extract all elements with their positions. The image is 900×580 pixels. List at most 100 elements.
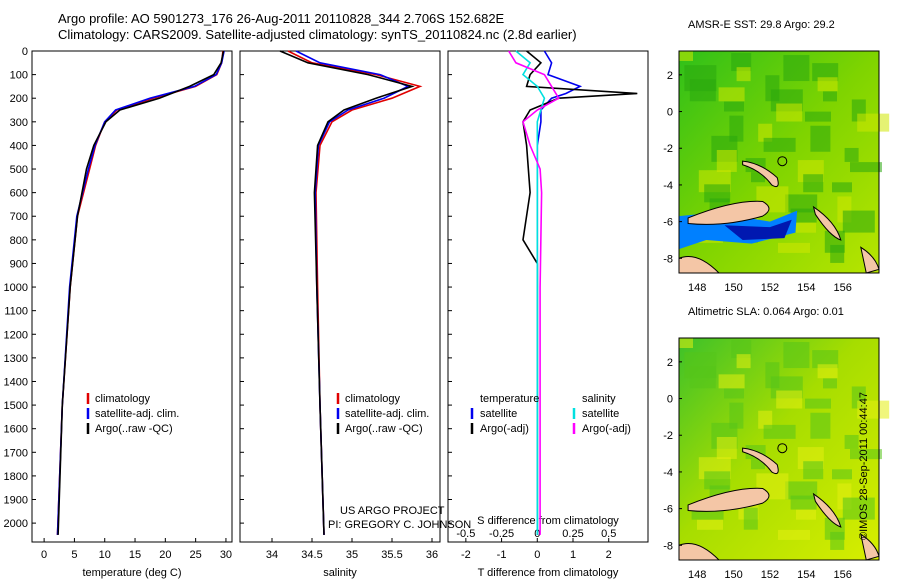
map-x-tick-label: 152 (761, 282, 779, 294)
map-patch (850, 449, 882, 460)
series-line-temperature-1 (56, 50, 225, 535)
map-patch (830, 244, 845, 263)
map-patch (842, 210, 875, 233)
y-tick-label: 400 (10, 140, 28, 152)
map-x-tick-label: 156 (833, 282, 851, 294)
x-axis-label-salinity: salinity (323, 567, 357, 579)
x-tick-label-temperature: 5 (71, 549, 77, 561)
map-patch (704, 184, 731, 203)
x-tick-label-temperature: 10 (99, 549, 111, 561)
map-patch (736, 67, 751, 82)
map-y-tick-label: -4 (663, 467, 673, 479)
map-y-tick-label: 2 (667, 70, 673, 82)
map-patch (716, 436, 737, 459)
map-patch (796, 222, 816, 233)
map-patch (857, 400, 890, 419)
map-y-tick-label: -6 (663, 217, 673, 229)
map-x-tick-label: 152 (761, 569, 779, 580)
legend-label-temperature: satellite-adj. clim. (95, 408, 179, 420)
x-tick-label-temperature: 25 (190, 549, 202, 561)
map-patch (697, 519, 723, 530)
map-patch (724, 101, 744, 112)
land-bougainville (812, 492, 842, 528)
legend-label-salinity: climatology (345, 393, 401, 405)
x-tick-label-difference: -1 (497, 549, 507, 561)
x-tick-label-temperature: 15 (129, 549, 141, 561)
map-patch (830, 531, 845, 550)
panel-frame-difference (447, 50, 649, 543)
y-tick-label: 1800 (4, 471, 28, 483)
map-patch (783, 342, 810, 369)
timestamp-stamp: ©IMOS 28-Sep-2011 00:44:47 (858, 392, 870, 540)
x2-tick-label-difference: -0.25 (489, 528, 514, 540)
map-patch (778, 529, 810, 540)
map-y-tick-label: -2 (663, 430, 673, 442)
map-x-tick-label: 156 (833, 569, 851, 580)
series-line-salinity-1 (295, 50, 410, 535)
map-patch (751, 459, 765, 470)
map-patch (844, 434, 859, 449)
map-patch (776, 390, 803, 409)
panel-frame-temperature (31, 50, 233, 543)
map-patch (790, 208, 817, 223)
map-patch (679, 51, 693, 61)
y-tick-label: 1300 (4, 353, 28, 365)
y-tick-label: 1000 (4, 282, 28, 294)
map-frame (678, 50, 880, 274)
float-marker (777, 156, 788, 167)
x-tick-label-salinity: 36 (426, 549, 438, 561)
series-line-difference-3 (508, 50, 560, 535)
map-patch (716, 149, 737, 172)
x-tick-label-salinity: 35.5 (381, 549, 402, 561)
series-line-temperature-2 (57, 50, 225, 535)
map-y-tick-label: -4 (663, 180, 673, 192)
legend-label-difference-left: temperature (480, 393, 539, 405)
map-sla_map (678, 337, 890, 561)
map-patch (718, 87, 745, 102)
map-y-tick-label: -8 (663, 253, 673, 265)
map-patch (763, 137, 796, 152)
map-y-tick-label: 0 (667, 107, 673, 119)
legend-label-temperature: Argo(..raw -QC) (95, 423, 173, 435)
map-x-tick-label: 150 (724, 282, 742, 294)
map-patch (857, 113, 890, 132)
x-tick-label-salinity: 35 (346, 549, 358, 561)
x-tick-label-salinity: 34.5 (301, 549, 322, 561)
map-patch (679, 338, 693, 348)
map-patch (736, 354, 751, 369)
map-patch (758, 123, 773, 142)
map-sst_map (678, 50, 890, 274)
x-tick-label-temperature: 0 (41, 549, 47, 561)
map-patch (810, 412, 831, 439)
map-patch (704, 471, 731, 490)
map-patch (823, 378, 837, 389)
map-patch (803, 174, 824, 193)
map-patch (729, 402, 744, 429)
map-patch (823, 91, 837, 102)
series-line-salinity-2 (279, 50, 415, 535)
map-patch (783, 55, 810, 82)
map-patch (842, 497, 875, 520)
map-y-tick-label: 2 (667, 357, 673, 369)
x-tick-label-difference: 2 (606, 549, 612, 561)
map-patch (817, 364, 838, 379)
map-patch (810, 125, 831, 152)
map-patch (763, 424, 796, 439)
y-tick-label: 0 (22, 46, 28, 58)
y-tick-label: 1500 (4, 400, 28, 412)
map-x-tick-label: 148 (688, 569, 706, 580)
map-frame (678, 337, 880, 561)
legend-label-difference-right: Argo(-adj) (582, 423, 631, 435)
cold-core-patch (724, 219, 792, 240)
map-patch (805, 111, 831, 122)
map-x-tick-label: 148 (688, 282, 706, 294)
map-patch (832, 469, 852, 480)
y-tick-label: 800 (10, 235, 28, 247)
legend-label-difference-left: Argo(-adj) (480, 423, 529, 435)
panel-frame-salinity (239, 50, 441, 543)
y-tick-label: 100 (10, 70, 28, 82)
credit-pi: PI: GREGORY C. JOHNSON (328, 519, 472, 531)
x-axis-label-difference: T difference from climatology (478, 567, 619, 579)
series-line-temperature-0 (56, 50, 224, 535)
